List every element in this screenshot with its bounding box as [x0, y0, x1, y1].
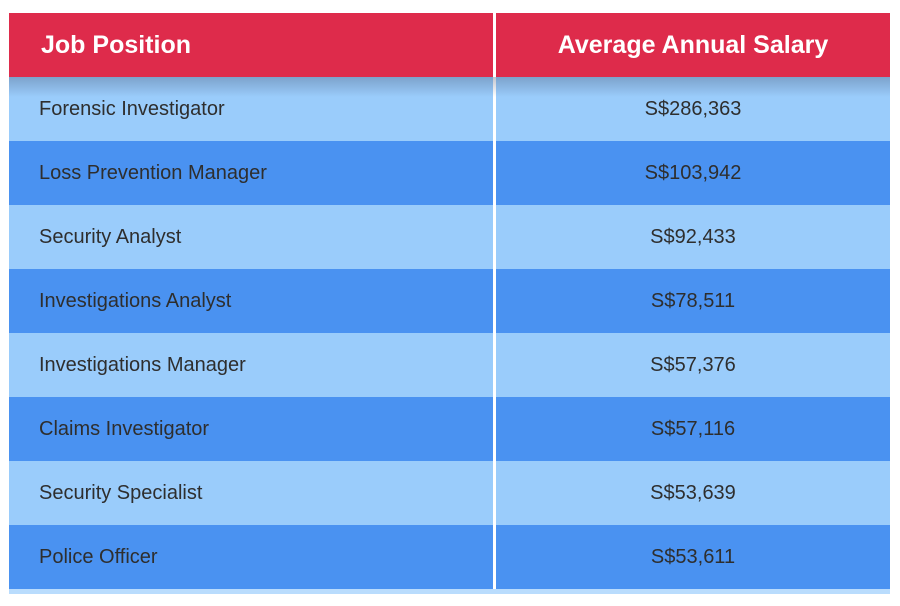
salary-cell: S$57,116: [496, 397, 890, 461]
salary-cell: S$57,376: [496, 333, 890, 397]
salary-value: S$53,639: [650, 481, 736, 504]
job-position-value: Investigations Analyst: [39, 289, 232, 312]
salary-value: S$57,376: [650, 353, 736, 376]
job-position-cell: Security Specialist: [9, 461, 496, 525]
job-position-value: Forensic Investigator: [39, 97, 225, 120]
job-position-value: Security Analyst: [39, 225, 182, 248]
job-position-value: Claims Investigator: [39, 417, 210, 440]
salary-value: S$92,433: [650, 225, 736, 248]
job-position-value: Loss Prevention Manager: [39, 161, 267, 184]
table-row: Claims Investigator S$57,116: [9, 397, 890, 461]
salary-cell: S$103,942: [496, 141, 890, 205]
job-position-cell: Claims Investigator: [9, 397, 496, 461]
job-position-cell: Police Officer: [9, 525, 496, 589]
salary-cell: S$53,639: [496, 461, 890, 525]
job-position-cell: Loss Prevention Manager: [9, 141, 496, 205]
table-row: Investigations Manager S$57,376: [9, 333, 890, 397]
salary-cell: S$92,433: [496, 205, 890, 269]
job-position-value: Investigations Manager: [39, 353, 246, 376]
table-row: Security Specialist S$53,639: [9, 461, 890, 525]
table-row: Investigations Analyst S$78,511: [9, 269, 890, 333]
job-position-cell: Security Analyst: [9, 205, 496, 269]
job-position-header-label: Job Position: [41, 30, 191, 59]
salary-value: S$78,511: [650, 289, 736, 312]
salary-value: S$103,942: [644, 161, 742, 184]
job-position-header-cell: Job Position: [9, 13, 496, 77]
salary-cell: S$286,363: [496, 77, 890, 141]
table-row: Loss Prevention Manager S$103,942: [9, 141, 890, 205]
salary-cell: S$78,511: [496, 269, 890, 333]
table-header-row: Job Position Average Annual Salary: [9, 13, 890, 77]
job-position-cell: Forensic Investigator: [9, 77, 496, 141]
salary-cell: S$53,611: [496, 525, 890, 589]
job-position-cell: Investigations Analyst: [9, 269, 496, 333]
salary-header-label: Average Annual Salary: [557, 30, 829, 59]
job-position-cell: Investigations Manager: [9, 333, 496, 397]
salary-table: Job Position Average Annual Salary Foren…: [9, 13, 890, 594]
table-row: Security Analyst S$92,433: [9, 205, 890, 269]
job-position-value: Security Specialist: [39, 481, 203, 504]
table-row: Police Officer S$53,611: [9, 525, 890, 589]
job-position-value: Police Officer: [39, 545, 158, 568]
table-row: Forensic Investigator S$286,363: [9, 77, 890, 141]
salary-value: S$57,116: [650, 417, 736, 440]
salary-value: S$53,611: [650, 545, 736, 568]
salary-value: S$286,363: [644, 97, 742, 120]
salary-header-cell: Average Annual Salary: [496, 13, 890, 77]
